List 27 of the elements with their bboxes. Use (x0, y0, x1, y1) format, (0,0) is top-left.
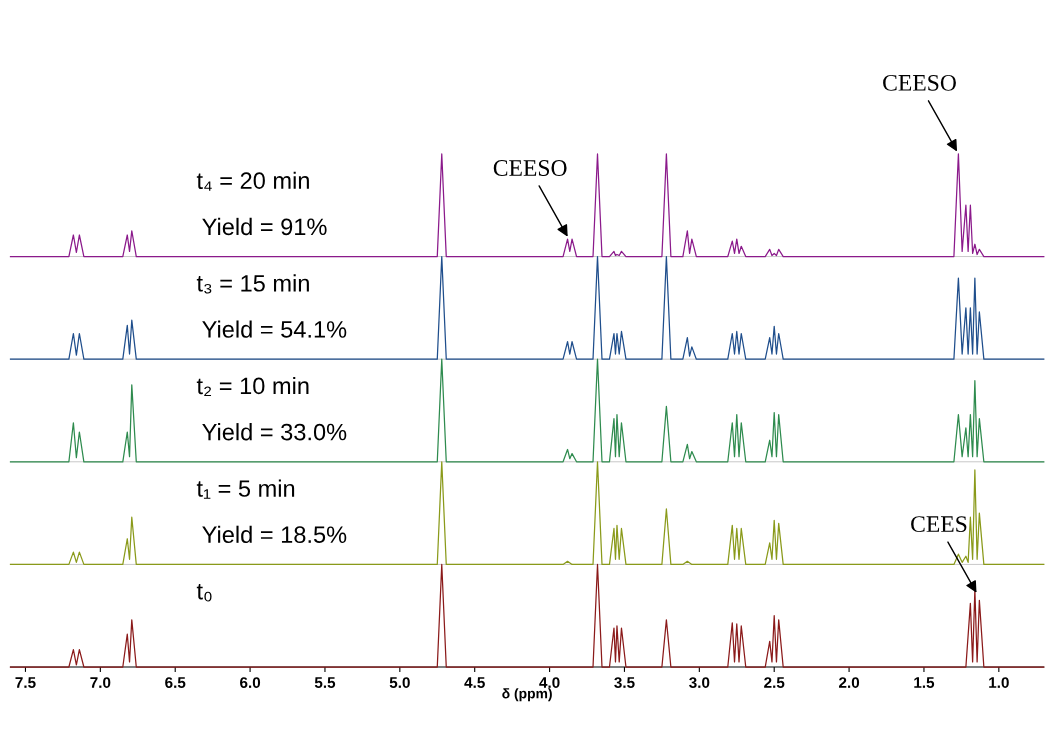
annotation: Yield = 33.0% (202, 423, 347, 441)
annotation: Yield = 54.1% (202, 320, 347, 338)
x-tick-label: 7.5 (15, 677, 36, 688)
annotation: t₀ (196, 583, 212, 602)
annotation: t₂ = 10 min (196, 376, 309, 397)
x-tick-label: 5.5 (314, 677, 336, 688)
x-tick-label: 2.0 (838, 677, 860, 688)
annotation: CEESO (883, 74, 956, 91)
annotation: t₁ = 5 min (196, 479, 295, 499)
annotation: t₄ = 20 min (196, 171, 309, 191)
x-tick-label: 3.0 (689, 677, 710, 688)
x-tick-label: 3.5 (614, 677, 635, 688)
x-tick-label: 4.0 (539, 677, 560, 688)
x-tick-label: 1.0 (989, 677, 1009, 688)
annotation: CEES (911, 516, 967, 533)
x-tick-label: 2.5 (764, 677, 785, 688)
x-tick-label: 1.5 (914, 677, 935, 688)
x-axis-title: δ (ppm) (502, 688, 552, 702)
annotation: t₃ = 15 min (196, 274, 309, 294)
annotation: Yield = 91% (202, 217, 327, 236)
x-tick-label: 5.0 (389, 677, 410, 688)
annotation: CEESO (493, 160, 567, 176)
x-tick-label: 7.0 (90, 677, 111, 688)
x-tick-label: 6.5 (165, 677, 186, 688)
x-tick-label: 4.5 (464, 677, 485, 688)
x-tick-label: 6.0 (240, 677, 261, 688)
annotation: Yield = 18.5% (202, 525, 347, 544)
